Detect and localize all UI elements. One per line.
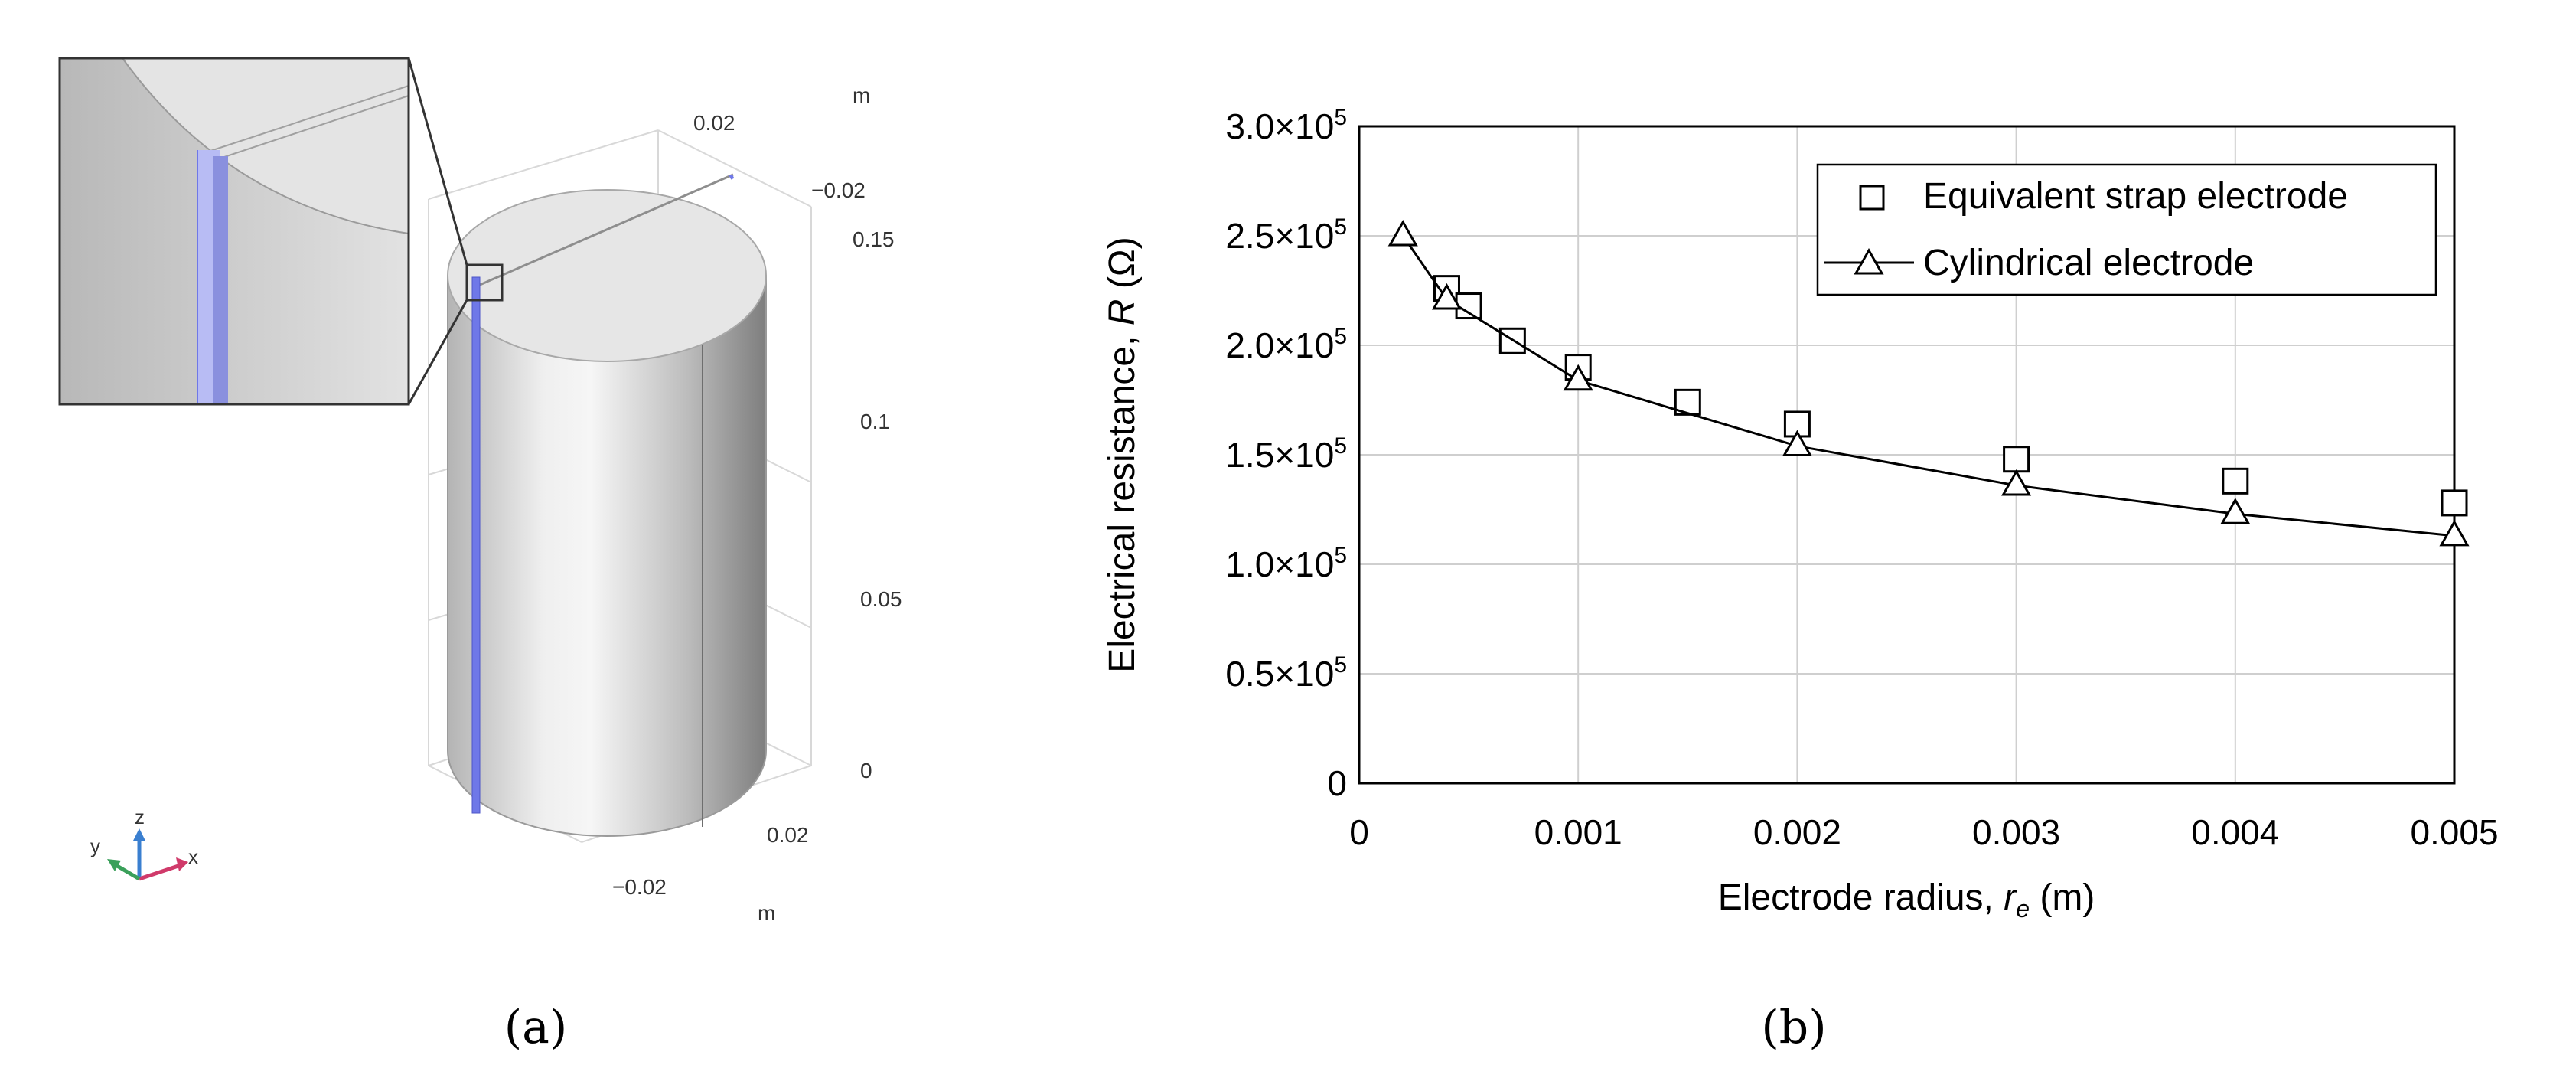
bottom-axis-tick-neg: −0.02 bbox=[612, 875, 667, 899]
x-tick-label: 0.003 bbox=[1972, 812, 2060, 852]
legend-box bbox=[1816, 163, 2437, 296]
legend-label-strap: Equivalent strap electrode bbox=[1923, 176, 2348, 217]
bottom-axis-tick-pos: 0.02 bbox=[767, 823, 809, 847]
triangle-marker bbox=[1782, 430, 1812, 457]
triangle-marker bbox=[1387, 219, 1418, 247]
y-tick-label: 0 bbox=[1327, 763, 1347, 803]
legend-triangle-marker bbox=[1854, 247, 1884, 275]
plot-frame bbox=[1358, 125, 2456, 785]
triad-x-label: x bbox=[188, 845, 198, 868]
square-marker bbox=[1498, 327, 1526, 354]
zoom-marker-box bbox=[465, 263, 504, 302]
triangle-marker bbox=[2439, 519, 2470, 547]
triangle-marker bbox=[1431, 283, 1462, 310]
y-tick-label: 2.5×105 bbox=[1225, 214, 1347, 256]
z-axis-tick-015: 0.15 bbox=[853, 227, 895, 251]
legend-label-cylindrical: Cylindrical electrode bbox=[1923, 243, 2254, 283]
triad-z-label: z bbox=[135, 805, 145, 828]
top-axis-tick-neg: −0.02 bbox=[811, 178, 866, 202]
square-marker bbox=[1455, 292, 1482, 320]
x-tick-label: 0.004 bbox=[2191, 812, 2279, 852]
top-axis-tick-pos: 0.02 bbox=[693, 111, 735, 135]
panel-b-chart: 0 0.001 0.002 0.003 0.004 0.005 0 0.5×105 1.0×10… bbox=[1102, 105, 2499, 1054]
z-axis-tick-0: 0 bbox=[860, 759, 872, 782]
bottom-axis-unit: m bbox=[758, 901, 775, 925]
y-tick-label: 2.0×105 bbox=[1225, 324, 1347, 365]
axis-triad: z x y bbox=[90, 805, 198, 881]
chart-series bbox=[1387, 219, 2470, 547]
electrode-strip bbox=[471, 174, 735, 814]
top-axis-unit: m bbox=[853, 83, 870, 107]
triangle-marker bbox=[2001, 469, 2032, 496]
y-tick-label: 1.0×105 bbox=[1225, 543, 1347, 584]
z-axis-tick-005: 0.05 bbox=[860, 587, 902, 611]
x-tick-label: 0.002 bbox=[1753, 812, 1841, 852]
x-tick-label: 0.005 bbox=[2410, 812, 2498, 852]
y-tick-label: 1.5×105 bbox=[1225, 433, 1347, 475]
panel-a-3d-model: m 0.02 −0.02 0.15 0.1 0.05 0 0.02 −0.02 … bbox=[58, 57, 902, 1054]
y-tick-label: 0.5×105 bbox=[1225, 652, 1347, 694]
legend-square-marker bbox=[1859, 185, 1885, 211]
triangle-marker bbox=[1563, 364, 1593, 391]
panel-b-label: (b) bbox=[1761, 1001, 1826, 1054]
triad-y-label: y bbox=[90, 835, 100, 858]
x-tick-label: 0 bbox=[1349, 812, 1369, 852]
y-tick-label: 3.0×105 bbox=[1225, 105, 1347, 146]
triangle-marker bbox=[2220, 498, 2251, 524]
x-axis-title: Electrode radius, re (m) bbox=[1718, 877, 2095, 923]
square-marker bbox=[1674, 388, 1701, 416]
x-tick-label: 0.001 bbox=[1534, 812, 1622, 852]
square-marker bbox=[2003, 446, 2030, 473]
legend: Equivalent strap electrode Cylindrical e… bbox=[1816, 163, 2437, 296]
square-marker bbox=[2441, 489, 2468, 517]
zoom-inset bbox=[58, 57, 410, 406]
panel-a-label: (a) bbox=[504, 1001, 568, 1054]
axis-ticks: 0 0.001 0.002 0.003 0.004 0.005 0 0.5×105 1.0×10… bbox=[1225, 105, 2498, 852]
z-axis-tick-01: 0.1 bbox=[860, 410, 890, 433]
cylinder-body bbox=[447, 173, 767, 837]
square-marker bbox=[2222, 467, 2249, 495]
y-axis-title: Electrical resistance, R (Ω) bbox=[1102, 237, 1143, 672]
